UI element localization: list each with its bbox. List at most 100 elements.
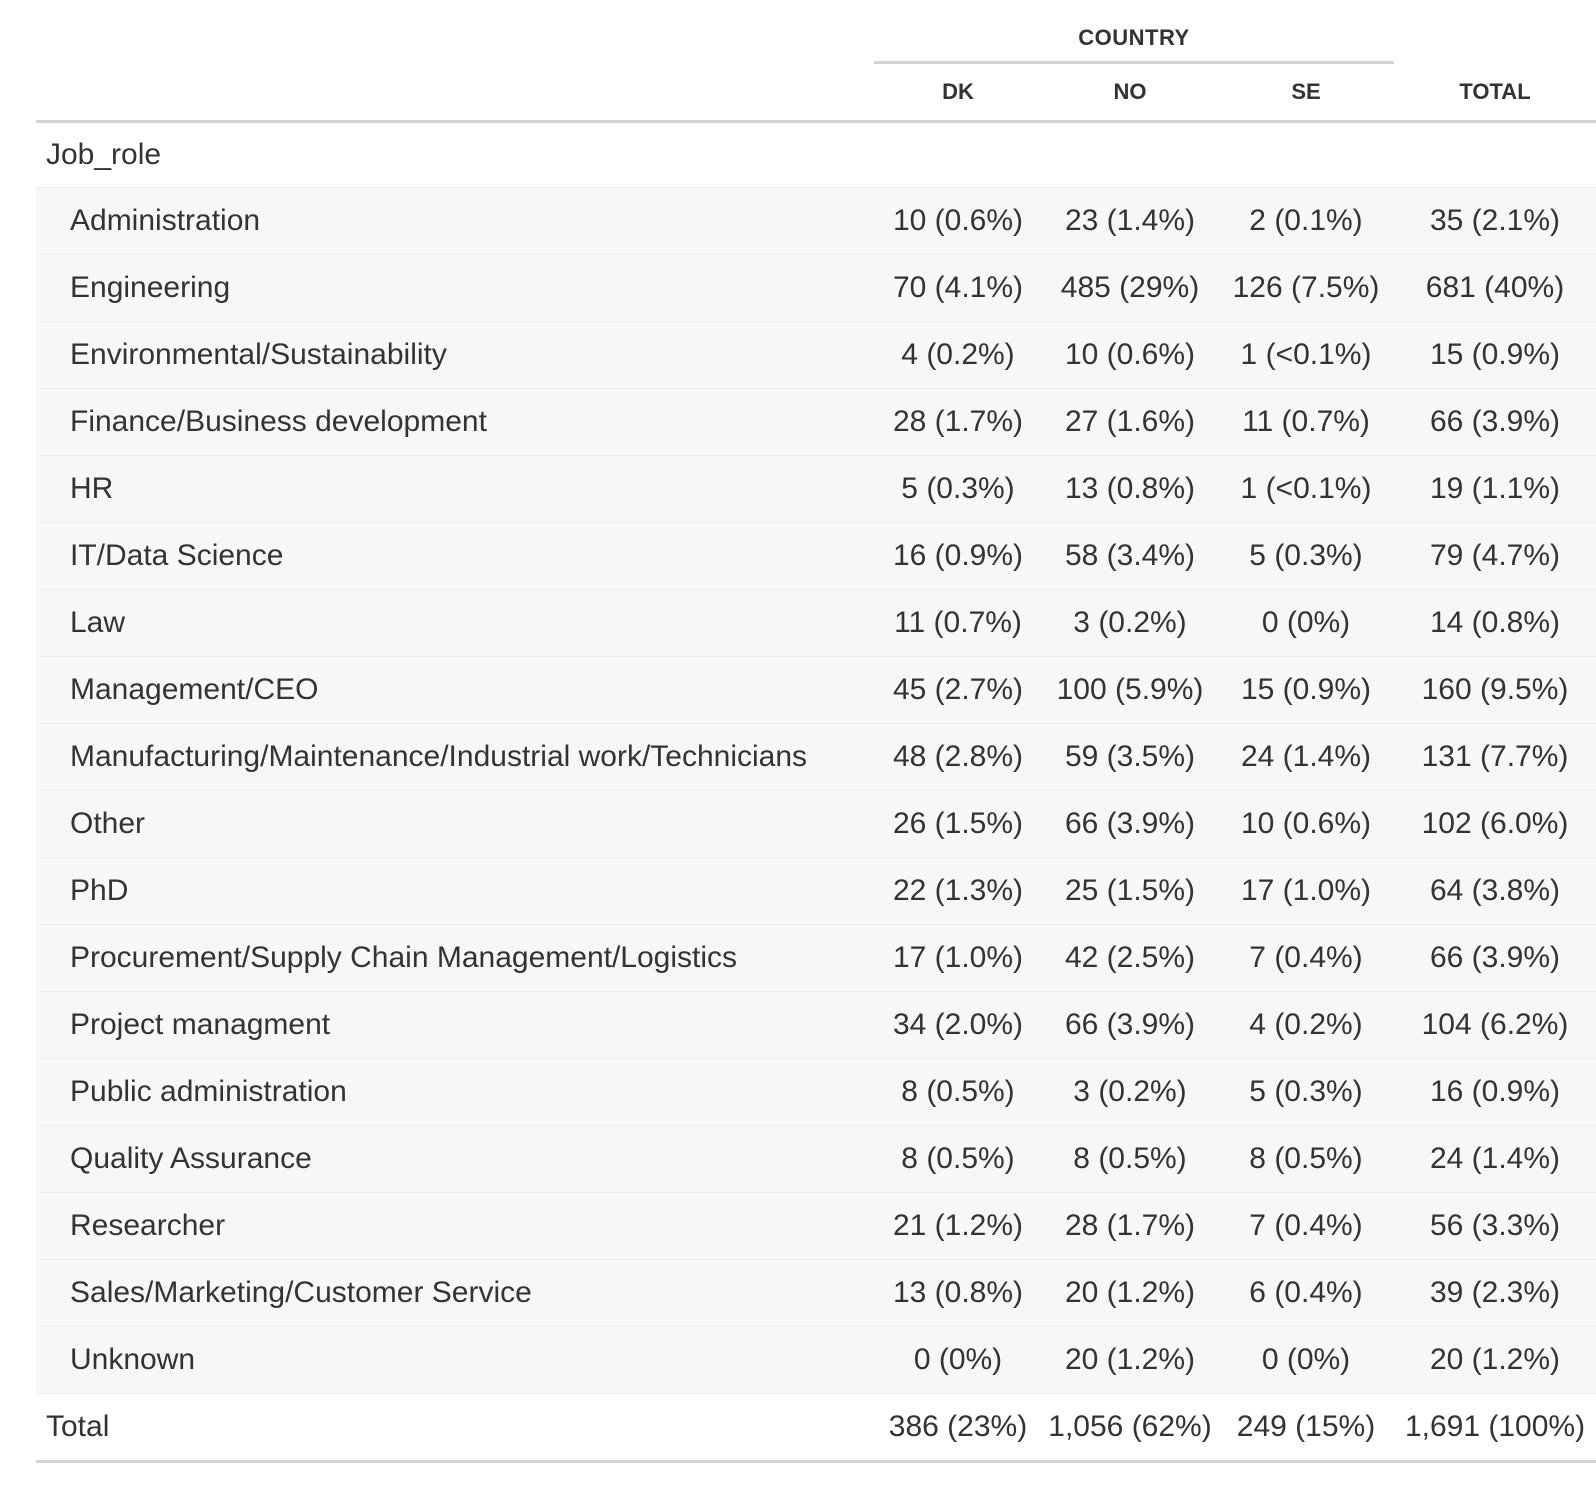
spanner-header: COUNTRY [874,0,1394,64]
cell-value: 10 (0.6%) [1042,321,1218,389]
cell-value: 56 (3.3%) [1394,1192,1596,1260]
cell-value: 8 (0.5%) [874,1125,1042,1193]
column-header-dk: DK [874,64,1042,123]
column-header-row: DK NO SE TOTAL [36,64,1596,123]
cell-value: 26 (1.5%) [874,790,1042,858]
cell-value: 16 (0.9%) [1394,1058,1596,1126]
row-label: Manufacturing/Maintenance/Industrial wor… [36,723,874,791]
cell-value: 42 (2.5%) [1042,924,1218,992]
cell-value: 126 (7.5%) [1218,254,1394,322]
cell-value: 66 (3.9%) [1042,991,1218,1059]
cell-value: 20 (1.2%) [1042,1259,1218,1327]
total-row: Total 386 (23%) 1,056 (62%) 249 (15%) 1,691 … [36,1393,1596,1463]
total-value: 1,056 (62%) [1042,1393,1218,1463]
cell-value: 19 (1.1%) [1394,455,1596,523]
cell-value: 28 (1.7%) [874,388,1042,456]
table-row: Quality Assurance 8 (0.5%) 8 (0.5%) 8 (0.5%… [36,1125,1596,1193]
cell-value: 1 (<0.1%) [1218,321,1394,389]
column-header-se: SE [1218,64,1394,123]
cell-value: 3 (0.2%) [1042,589,1218,657]
cell-value: 17 (1.0%) [874,924,1042,992]
cell-value: 64 (3.8%) [1394,857,1596,925]
row-label: Finance/Business development [36,388,874,456]
cell-value: 66 (3.9%) [1394,924,1596,992]
table-body: Job_role Administration 10 (0.6%) 23 (1.4%… [36,122,1596,1463]
cell-value: 15 (0.9%) [1218,656,1394,724]
cell-value: 104 (6.2%) [1394,991,1596,1059]
cell-value: 23 (1.4%) [1042,187,1218,255]
cell-value: 0 (0%) [874,1326,1042,1394]
cell-value: 24 (1.4%) [1218,723,1394,791]
cell-value: 4 (0.2%) [874,321,1042,389]
cell-value: 1 (<0.1%) [1218,455,1394,523]
row-label: Quality Assurance [36,1125,874,1193]
cell-value: 45 (2.7%) [874,656,1042,724]
cell-value: 13 (0.8%) [874,1259,1042,1327]
cell-value: 2 (0.1%) [1218,187,1394,255]
cell-value: 66 (3.9%) [1042,790,1218,858]
column-header-no: NO [1042,64,1218,123]
cell-value: 100 (5.9%) [1042,656,1218,724]
cell-value: 11 (0.7%) [1218,388,1394,456]
row-label: PhD [36,857,874,925]
cell-value: 8 (0.5%) [874,1058,1042,1126]
table-row: IT/Data Science 16 (0.9%) 58 (3.4%) 5 (0.3%… [36,522,1596,590]
cell-value: 4 (0.2%) [1218,991,1394,1059]
cell-value: 70 (4.1%) [874,254,1042,322]
row-label: Management/CEO [36,656,874,724]
cell-value: 24 (1.4%) [1394,1125,1596,1193]
cell-value: 14 (0.8%) [1394,589,1596,657]
cell-value: 485 (29%) [1042,254,1218,322]
cell-value: 58 (3.4%) [1042,522,1218,590]
column-header-total: TOTAL [1394,64,1596,123]
cell-value: 681 (40%) [1394,254,1596,322]
table-row: HR 5 (0.3%) 13 (0.8%) 1 (<0.1%) 19 (1.1%) [36,455,1596,523]
row-label: Project managment [36,991,874,1059]
cell-value: 0 (0%) [1218,1326,1394,1394]
spanner-label: COUNTRY [874,25,1394,64]
group-row: Job_role [36,122,1596,188]
cell-value: 27 (1.6%) [1042,388,1218,456]
cell-value: 66 (3.9%) [1394,388,1596,456]
row-label: Other [36,790,874,858]
cell-value: 59 (3.5%) [1042,723,1218,791]
cell-value: 160 (9.5%) [1394,656,1596,724]
table-row: Sales/Marketing/Customer Service 13 (0.8%… [36,1259,1596,1327]
cell-value: 35 (2.1%) [1394,187,1596,255]
cell-value: 7 (0.4%) [1218,1192,1394,1260]
table-row: Unknown 0 (0%) 20 (1.2%) 0 (0%) 20 (1.2%) [36,1326,1596,1394]
cell-value: 34 (2.0%) [874,991,1042,1059]
spanner-row: COUNTRY [36,0,1596,64]
table-row: Engineering 70 (4.1%) 485 (29%) 126 (7.5%) 6… [36,254,1596,322]
cell-value: 11 (0.7%) [874,589,1042,657]
table-row: Manufacturing/Maintenance/Industrial wor… [36,723,1596,791]
cell-value: 7 (0.4%) [1218,924,1394,992]
group-label: Job_role [46,138,162,171]
cell-value: 17 (1.0%) [1218,857,1394,925]
cell-value: 25 (1.5%) [1042,857,1218,925]
cell-value: 5 (0.3%) [1218,1058,1394,1126]
table-row: Administration 10 (0.6%) 23 (1.4%) 2 (0.1%)… [36,187,1596,255]
cell-value: 8 (0.5%) [1218,1125,1394,1193]
cell-value: 5 (0.3%) [874,455,1042,523]
table-row: Management/CEO 45 (2.7%) 100 (5.9%) 15 (0.9… [36,656,1596,724]
row-label: Sales/Marketing/Customer Service [36,1259,874,1327]
cell-value: 16 (0.9%) [874,522,1042,590]
table-row: Procurement/Supply Chain Management/Logi… [36,924,1596,992]
crosstab-table: COUNTRY DK NO SE TOTAL Job_role Administ… [36,0,1596,1463]
row-label: HR [36,455,874,523]
cell-value: 28 (1.7%) [1042,1192,1218,1260]
cell-value: 3 (0.2%) [1042,1058,1218,1126]
row-label: IT/Data Science [36,522,874,590]
cell-value: 20 (1.2%) [1394,1326,1596,1394]
table-row: Law 11 (0.7%) 3 (0.2%) 0 (0%) 14 (0.8%) [36,589,1596,657]
cell-value: 22 (1.3%) [874,857,1042,925]
total-value: 386 (23%) [874,1393,1042,1463]
cell-value: 21 (1.2%) [874,1192,1042,1260]
cell-value: 79 (4.7%) [1394,522,1596,590]
crosstab-container: COUNTRY DK NO SE TOTAL Job_role Administ… [36,0,1596,1463]
row-label: Unknown [36,1326,874,1394]
table-row: Researcher 21 (1.2%) 28 (1.7%) 7 (0.4%) 56 (… [36,1192,1596,1260]
cell-value: 13 (0.8%) [1042,455,1218,523]
table-row: Other 26 (1.5%) 66 (3.9%) 10 (0.6%) 102 (6.0… [36,790,1596,858]
